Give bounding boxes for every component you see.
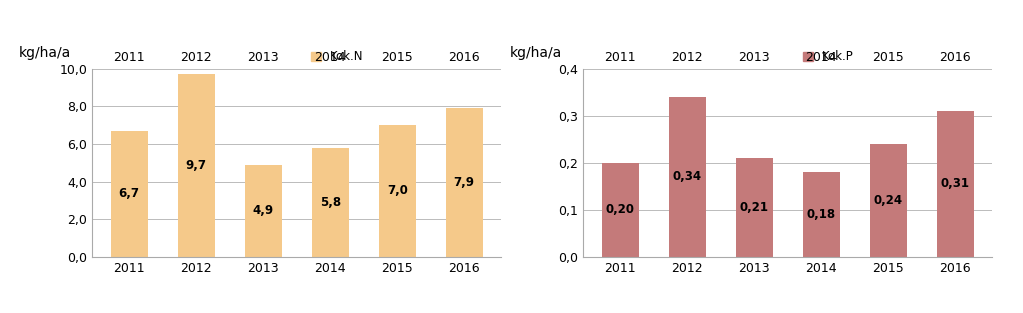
Text: kg/ha/a: kg/ha/a	[18, 46, 71, 60]
Text: 0,20: 0,20	[606, 203, 634, 216]
Bar	[803, 172, 840, 257]
Bar	[178, 74, 215, 257]
Text: 0,18: 0,18	[807, 208, 836, 221]
Text: 9,7: 9,7	[185, 159, 207, 172]
Text: 0,24: 0,24	[874, 194, 903, 207]
Bar	[379, 125, 415, 257]
Text: kg/ha/a: kg/ha/a	[509, 46, 562, 60]
Bar	[937, 111, 974, 257]
Text: 7,0: 7,0	[387, 184, 407, 198]
Text: 0,31: 0,31	[941, 177, 970, 190]
Text: 7,9: 7,9	[454, 176, 475, 189]
Text: 6,7: 6,7	[119, 187, 139, 200]
Bar	[446, 108, 483, 257]
Text: 4,9: 4,9	[253, 204, 274, 217]
Bar	[244, 165, 281, 257]
Bar	[110, 131, 147, 257]
Text: 0,21: 0,21	[740, 201, 768, 214]
Bar	[312, 148, 349, 257]
Legend: Kok.P: Kok.P	[803, 50, 854, 63]
Bar	[870, 144, 906, 257]
Bar	[602, 163, 638, 257]
Bar	[669, 97, 706, 257]
Legend: Kok.N: Kok.N	[311, 50, 364, 63]
Bar	[736, 158, 772, 257]
Text: 5,8: 5,8	[319, 196, 341, 209]
Text: 0,34: 0,34	[672, 170, 702, 183]
